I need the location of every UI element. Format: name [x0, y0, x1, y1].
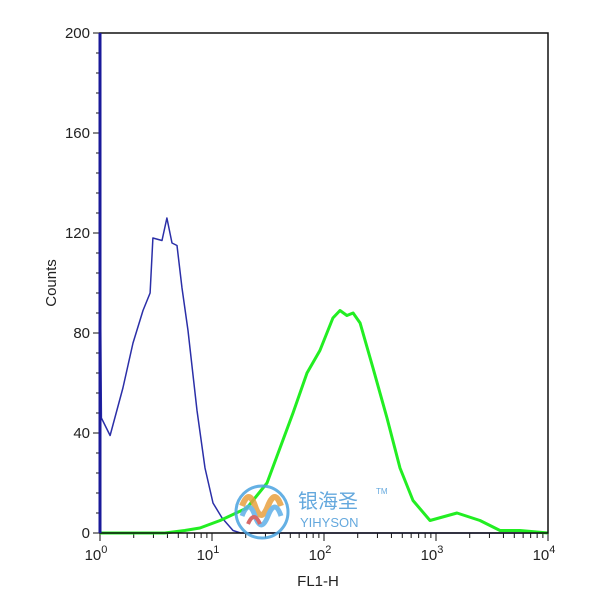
watermark-text-en: YIHYSON — [300, 515, 359, 530]
x-tick-labels: 100 101 102 103 104 — [85, 544, 556, 564]
y-tick-label: 80 — [73, 325, 90, 342]
y-tick-label: 200 — [65, 25, 90, 42]
y-tick-labels: 0 40 80 120 160 200 — [65, 25, 90, 542]
x-tick-label: 102 — [309, 544, 332, 564]
axis-ticks — [93, 32, 549, 541]
series-layer — [99, 217, 549, 535]
x-axis-label: FL1-H — [297, 573, 339, 590]
sample-histogram-line — [100, 309, 549, 535]
x-tick-label: 103 — [421, 544, 444, 564]
y-tick-label: 0 — [82, 525, 90, 542]
watermark-logo: 银海圣 TM YIHYSON — [234, 484, 388, 540]
y-tick-label: 120 — [65, 225, 90, 242]
x-tick-label: 101 — [197, 544, 220, 564]
y-axis-label: Counts — [43, 259, 60, 307]
plot-frame — [99, 32, 549, 534]
y-tick-label: 40 — [73, 425, 90, 442]
x-tick-label: 104 — [533, 544, 556, 564]
watermark-tm: TM — [376, 487, 388, 496]
control-histogram-line — [99, 217, 548, 534]
watermark-text-cn: 银海圣 — [298, 489, 358, 513]
x-tick-label: 100 — [85, 544, 108, 564]
y-tick-label: 160 — [65, 125, 90, 142]
